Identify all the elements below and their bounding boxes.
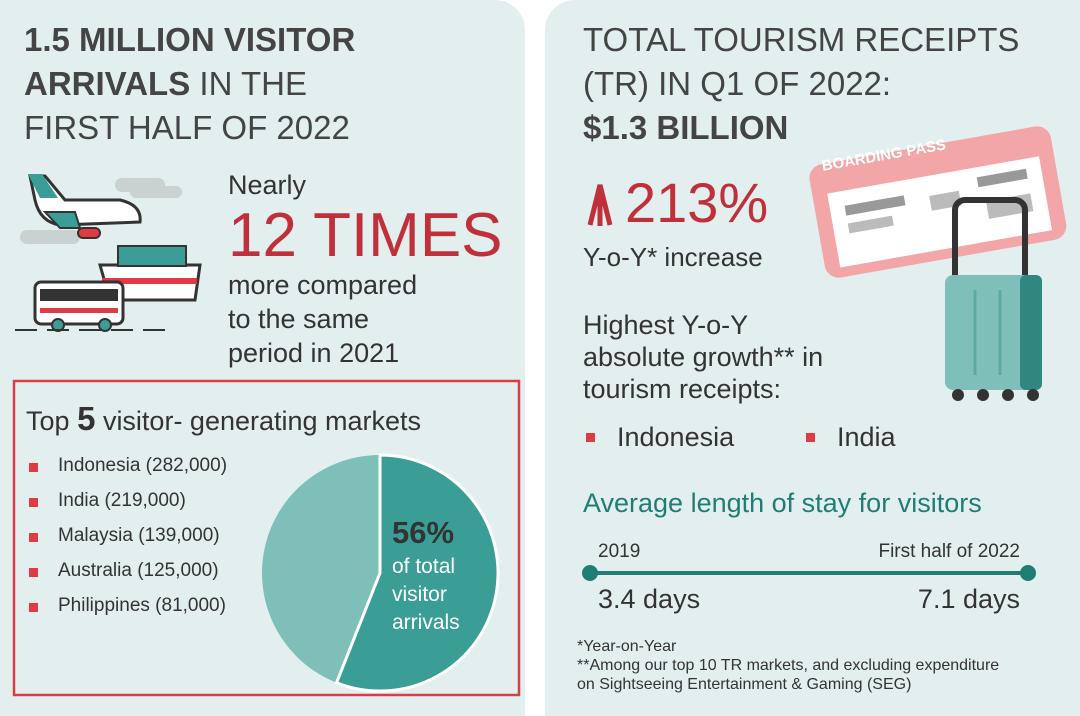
market-item: Malaysia (139,000)	[58, 525, 220, 546]
markets-box	[12, 379, 521, 697]
transport-icon	[15, 174, 202, 332]
stay-start-label: 2019	[598, 541, 641, 562]
bullet	[29, 568, 38, 577]
comparison-line: more compared	[228, 270, 418, 300]
pie-chart	[262, 453, 500, 693]
market-item: Australia (125,000)	[58, 560, 219, 581]
title-line: $1.3 BILLION	[583, 109, 789, 146]
times: 12 TIMES	[228, 201, 503, 270]
pie-caption: of total	[392, 555, 456, 578]
nearly: Nearly	[228, 170, 307, 200]
pie-caption: visitor	[392, 583, 447, 606]
comparison-line: period in 2021	[228, 338, 400, 368]
up-arrow	[587, 184, 613, 226]
title-line: (TR) IN Q1 OF 2022:	[583, 65, 892, 102]
timeline-end	[1020, 565, 1036, 581]
title-line: TOTAL TOURISM RECEIPTS	[583, 21, 1020, 58]
bullet	[29, 603, 38, 612]
bullet	[29, 533, 38, 542]
pie-label: 56%	[392, 515, 455, 550]
heading-text: visitor- generating markets	[102, 406, 422, 436]
title-line: 1.5 MILLION VISITOR	[24, 21, 356, 58]
boarding-pass-icon	[809, 126, 1067, 401]
market-item: India (219,000)	[58, 490, 186, 511]
title-bold: ARRIVALS	[24, 65, 191, 102]
heading-number: 5	[77, 400, 96, 437]
footnote: **Among our top 10 TR markets, and exclu…	[577, 657, 1000, 674]
market-item: Philippines (81,000)	[58, 595, 226, 616]
growth-caption: Y-o-Y* increase	[583, 242, 763, 272]
bullet	[29, 463, 38, 472]
stay-end-value: 7.1 days	[917, 584, 1020, 614]
stay-start-value: 3.4 days	[598, 584, 701, 614]
stay-end-label: First half of 2022	[878, 541, 1020, 562]
highest-line: tourism receipts:	[583, 374, 782, 404]
title-line: FIRST HALF OF 2022	[24, 109, 350, 146]
highest-line: Highest Y-o-Y	[583, 310, 749, 340]
title-line: ARRIVALS IN THE	[24, 62, 307, 106]
title-text: IN THE	[199, 65, 307, 102]
pie-slice	[334, 453, 500, 693]
pie-caption: arrivals	[392, 611, 460, 634]
markets-heading: Top 5 visitor- generating markets	[26, 400, 421, 438]
market-item: Indonesia (282,000)	[58, 455, 228, 476]
footnote: *Year-on-Year	[577, 638, 677, 655]
highest-line: absolute growth** in	[583, 342, 824, 372]
growth: 213%	[625, 171, 769, 234]
comparison-line: to the same	[228, 304, 370, 334]
highest-market: India	[837, 422, 896, 452]
heading-text: Top	[26, 406, 70, 436]
bullet	[29, 498, 38, 507]
timeline-start	[582, 565, 598, 581]
stay-heading: Average length of stay for visitors	[583, 488, 982, 518]
bullet	[586, 433, 595, 442]
highest-market: Indonesia	[617, 422, 735, 452]
footnote: on Sightseeing Entertainment & Gaming (S…	[577, 676, 912, 693]
bullet	[806, 433, 815, 442]
